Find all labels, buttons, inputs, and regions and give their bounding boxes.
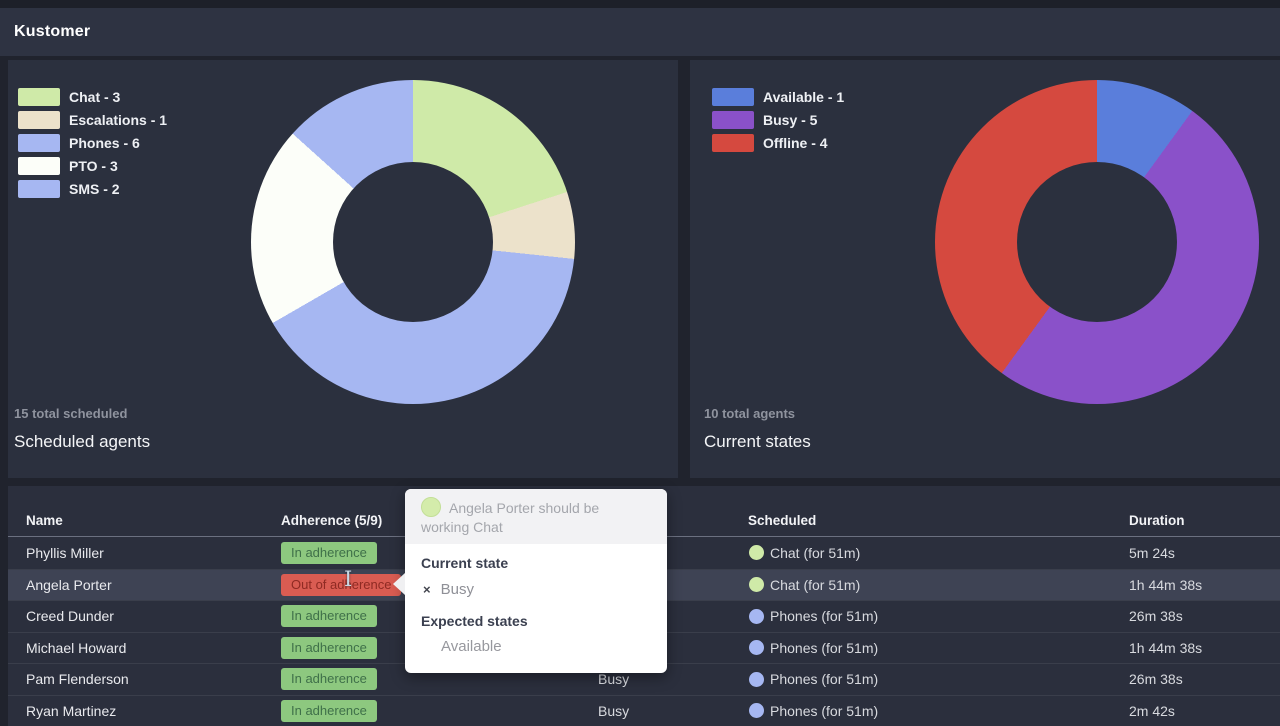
legend-item[interactable]: Escalations - 1: [18, 111, 167, 129]
scheduled-state-dot: [749, 703, 764, 718]
scheduled-agents-donut-chart[interactable]: [251, 80, 575, 404]
legend-label: Chat - 3: [69, 89, 120, 105]
legend-item[interactable]: PTO - 3: [18, 157, 167, 175]
current-state-cell: Busy: [590, 703, 740, 719]
duration-cell: 2m 42s: [1121, 703, 1280, 719]
legend-swatch: [712, 111, 754, 129]
donut-hole: [333, 162, 493, 322]
duration-cell: 5m 24s: [1121, 545, 1280, 561]
scheduled-label: Phones (for 51m): [770, 608, 878, 624]
scheduled-cell: Phones (for 51m): [740, 671, 1121, 687]
legend-item[interactable]: SMS - 2: [18, 180, 167, 198]
duration-cell: 26m 38s: [1121, 608, 1280, 624]
adherence-badge[interactable]: Out of adherence: [281, 574, 401, 596]
legend-label: Available - 1: [763, 89, 844, 105]
legend-swatch: [18, 157, 60, 175]
legend-label: SMS - 2: [69, 181, 120, 197]
adherence-badge[interactable]: In adherence: [281, 637, 377, 659]
duration-cell: 26m 38s: [1121, 671, 1280, 687]
legend-item[interactable]: Busy - 5: [712, 111, 844, 129]
agent-name: Michael Howard: [18, 640, 273, 656]
legend-item[interactable]: Offline - 4: [712, 134, 844, 152]
agent-name: Pam Flenderson: [18, 671, 273, 687]
column-header-name[interactable]: Name: [18, 513, 273, 536]
current-states-donut-chart[interactable]: [935, 80, 1259, 404]
scheduled-cell: Phones (for 51m): [740, 608, 1121, 624]
adherence-tooltip: Angela Porter should be working Chat Cur…: [405, 489, 667, 673]
legend-swatch: [712, 88, 754, 106]
scheduled-agents-legend: Chat - 3 Escalations - 1 Phones - 6 PTO - 3…: [18, 88, 167, 198]
current-states-legend: Available - 1 Busy - 5 Offline - 4: [712, 88, 844, 152]
scheduled-state-dot: [749, 577, 764, 592]
scheduled-state-dot: [749, 609, 764, 624]
scheduled-panel-title: Scheduled agents: [14, 432, 150, 452]
scheduled-state-dot: [749, 672, 764, 687]
current-state-row: × Busy: [421, 581, 651, 598]
expected-state-item: Available: [441, 638, 651, 655]
current-state-value: Busy: [441, 581, 474, 598]
scheduled-label: Phones (for 51m): [770, 703, 878, 719]
tooltip-body: Current state × Busy Expected states Ava…: [405, 544, 667, 655]
agent-name: Phyllis Miller: [18, 545, 273, 561]
adherence-badge[interactable]: In adherence: [281, 668, 377, 690]
remove-state-icon[interactable]: ×: [423, 582, 431, 597]
legend-item[interactable]: Available - 1: [712, 88, 844, 106]
legend-swatch: [18, 111, 60, 129]
states-panel-title: Current states: [704, 432, 811, 452]
tooltip-state-dot: [421, 497, 441, 517]
tooltip-arrow-icon: [393, 573, 405, 595]
adherence-badge[interactable]: In adherence: [281, 700, 377, 722]
adherence-badge[interactable]: In adherence: [281, 605, 377, 627]
scheduled-state-dot: [749, 545, 764, 560]
states-total-label: 10 total agents: [704, 406, 795, 421]
donut-hole: [1017, 162, 1177, 322]
tooltip-headline: Angela Porter should be working Chat: [405, 489, 667, 544]
scheduled-label: Phones (for 51m): [770, 640, 878, 656]
legend-item[interactable]: Chat - 3: [18, 88, 167, 106]
legend-swatch: [18, 134, 60, 152]
legend-label: Busy - 5: [763, 112, 817, 128]
current-state-label: Current state: [421, 555, 651, 571]
scheduled-cell: Phones (for 51m): [740, 640, 1121, 656]
agent-name: Angela Porter: [18, 577, 273, 593]
column-header-scheduled[interactable]: Scheduled: [740, 513, 1121, 536]
duration-cell: 1h 44m 38s: [1121, 577, 1280, 593]
scheduled-label: Chat (for 51m): [770, 545, 860, 561]
current-state-cell: Busy: [590, 671, 740, 687]
agent-name: Ryan Martinez: [18, 703, 273, 719]
agent-name: Creed Dunder: [18, 608, 273, 624]
scheduled-total-label: 15 total scheduled: [14, 406, 127, 421]
legend-label: PTO - 3: [69, 158, 118, 174]
scheduled-cell: Phones (for 51m): [740, 703, 1121, 719]
scheduled-cell: Chat (for 51m): [740, 545, 1121, 561]
current-states-panel: Available - 1 Busy - 5 Offline - 4 10 tota…: [690, 60, 1280, 478]
tooltip-headline-text: Angela Porter should be working Chat: [421, 500, 599, 535]
window-top-strip: [0, 0, 1280, 8]
legend-label: Escalations - 1: [69, 112, 167, 128]
app-header: Kustomer: [0, 8, 1280, 56]
app-logo: Kustomer: [14, 23, 90, 41]
expected-states-label: Expected states: [421, 613, 651, 629]
legend-swatch: [18, 88, 60, 106]
legend-item[interactable]: Phones - 6: [18, 134, 167, 152]
column-header-duration[interactable]: Duration: [1121, 513, 1280, 536]
legend-swatch: [18, 180, 60, 198]
legend-label: Phones - 6: [69, 135, 140, 151]
scheduled-label: Chat (for 51m): [770, 577, 860, 593]
scheduled-cell: Chat (for 51m): [740, 577, 1121, 593]
legend-swatch: [712, 134, 754, 152]
table-row[interactable]: Ryan Martinez In adherence Busy Phones (for…: [8, 695, 1280, 726]
scheduled-state-dot: [749, 640, 764, 655]
adherence-badge[interactable]: In adherence: [281, 542, 377, 564]
legend-label: Offline - 4: [763, 135, 828, 151]
scheduled-label: Phones (for 51m): [770, 671, 878, 687]
adherence-cell: In adherence: [273, 700, 590, 722]
scheduled-agents-panel: Chat - 3 Escalations - 1 Phones - 6 PTO - 3…: [8, 60, 678, 478]
duration-cell: 1h 44m 38s: [1121, 640, 1280, 656]
